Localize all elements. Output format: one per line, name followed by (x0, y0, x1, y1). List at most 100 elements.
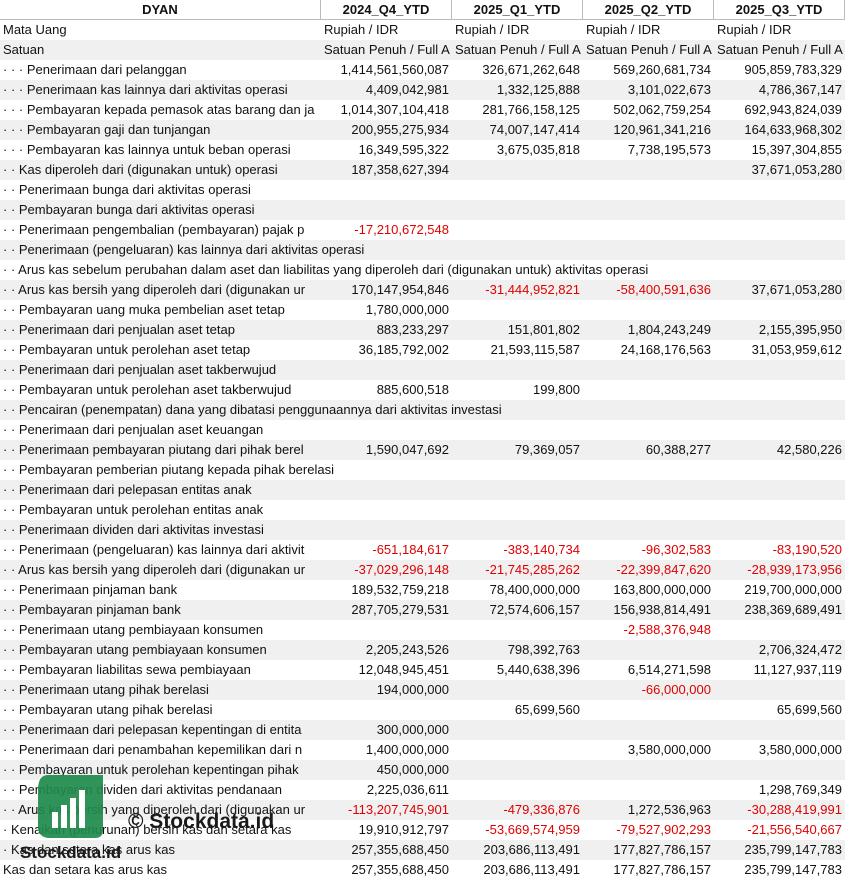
row-label: · · · Pembayaran kepada pemasok atas bar… (3, 102, 315, 117)
row-label: Satuan (3, 42, 45, 57)
row-label: · · Pembayaran uang muka pembelian aset … (3, 302, 285, 317)
value-cell: 1,804,243,249 (627, 322, 711, 337)
value-cell: -383,140,734 (503, 542, 580, 557)
value-cell: 1,272,536,963 (627, 802, 711, 817)
row-label: · · Pembayaran pinjaman bank (3, 602, 181, 617)
value-cell: 281,766,158,125 (482, 102, 580, 117)
value-cell: -66,000,000 (641, 682, 711, 697)
value-cell: -651,184,617 (372, 542, 449, 557)
value-cell: 1,400,000,000 (365, 742, 449, 757)
data-row: · · Penerimaan dividen dari aktivitas in… (0, 520, 845, 540)
sheet-title: DYAN (0, 0, 321, 20)
value-cell: -79,527,902,293 (616, 822, 711, 837)
data-row: · · Penerimaan dari penjualan aset tetap… (0, 320, 845, 340)
data-row: · · · Pembayaran kas lainnya untuk beban… (0, 140, 845, 160)
value-cell: -53,669,574,959 (485, 822, 580, 837)
meta-cell: Rupiah / IDR (324, 22, 399, 37)
row-label: · · Penerimaan (pengeluaran) kas lainnya… (3, 242, 365, 257)
row-label: · Kas dan setara kas arus kas (3, 842, 175, 857)
value-cell: -30,288,419,991 (747, 802, 842, 817)
row-label: · · Pembayaran untuk perolehan aset teta… (3, 342, 251, 357)
value-cell: 235,799,147,783 (744, 862, 842, 877)
value-cell: 78,400,000,000 (489, 582, 580, 597)
value-cell: 11,127,937,119 (753, 662, 842, 677)
value-cell: 883,233,297 (376, 322, 449, 337)
meta-row: Mata Uang Rupiah / IDR Rupiah / IDR Rupiah … (0, 20, 845, 40)
row-label: · · Penerimaan dari penjualan aset takbe… (3, 362, 277, 377)
data-row: · · Arus kas bersih yang diperoleh dari … (0, 560, 845, 580)
value-cell: 3,580,000,000 (627, 742, 711, 757)
value-cell: 65,699,560 (514, 702, 580, 717)
data-row: · · Penerimaan pengembalian (pembayaran)… (0, 220, 845, 240)
row-label: · · Arus kas bersih yang diperoleh dari … (3, 802, 306, 817)
row-label: · · · Penerimaan kas lainnya dari aktivi… (3, 82, 288, 97)
data-row: · · Pembayaran utang pembiayaan konsumen… (0, 640, 845, 660)
row-label: · · Kas diperoleh dari (digunakan untuk)… (3, 162, 278, 177)
data-row: · · Pembayaran bunga dari aktivitas oper… (0, 200, 845, 220)
data-row: · · Pembayaran dividen dari aktivitas pe… (0, 780, 845, 800)
row-label: Mata Uang (3, 22, 67, 37)
row-label: · · Penerimaan pengembalian (pembayaran)… (3, 222, 305, 237)
row-label: · · Penerimaan pembayaran piutang dari p… (3, 442, 304, 457)
data-row: · · · Pembayaran kepada pemasok atas bar… (0, 100, 845, 120)
data-row: · Kenaikan (penurunan) bersih kas dan se… (0, 820, 845, 840)
value-cell: 42,580,226 (776, 442, 842, 457)
row-label: · · Penerimaan dividen dari aktivitas in… (3, 522, 264, 537)
data-row: · · Pembayaran untuk perolehan aset teta… (0, 340, 845, 360)
value-cell: 156,938,814,491 (613, 602, 711, 617)
value-cell: 238,369,689,491 (744, 602, 842, 617)
row-label: · · Pembayaran liabilitas sewa pembiayaa… (3, 662, 251, 677)
value-cell: 60,388,277 (645, 442, 711, 457)
value-cell: 79,369,057 (514, 442, 580, 457)
meta-cell: Rupiah / IDR (455, 22, 530, 37)
value-cell: -479,336,876 (503, 802, 580, 817)
value-cell: 187,358,627,394 (351, 162, 449, 177)
value-cell: 189,532,759,218 (351, 582, 449, 597)
value-cell: 905,859,783,329 (744, 62, 842, 77)
value-cell: -31,444,952,821 (485, 282, 580, 297)
row-label: · · Pembayaran untuk perolehan kepenting… (3, 762, 299, 777)
value-cell: 287,705,279,531 (351, 602, 449, 617)
value-cell: -83,190,520 (772, 542, 842, 557)
meta-cell: Satuan Penuh / Full A (324, 42, 450, 57)
data-row: · · Penerimaan dari penjualan aset keuan… (0, 420, 845, 440)
value-cell: 4,786,367,147 (758, 82, 842, 97)
value-cell: 163,800,000,000 (613, 582, 711, 597)
column-header: 2025_Q3_YTD (714, 0, 845, 20)
value-cell: 24,168,176,563 (620, 342, 711, 357)
value-cell: 5,440,638,396 (496, 662, 580, 677)
value-cell: 36,185,792,002 (358, 342, 449, 357)
meta-cell: Satuan Penuh / Full A (455, 42, 581, 57)
value-cell: 502,062,759,254 (613, 102, 711, 117)
value-cell: 177,827,786,157 (613, 842, 711, 857)
column-header: 2025_Q2_YTD (583, 0, 714, 20)
row-label: Kas dan setara kas arus kas (3, 862, 168, 877)
data-row: · · Penerimaan pinjaman bank 189,532,759,… (0, 580, 845, 600)
value-cell: 19,910,912,797 (358, 822, 449, 837)
value-cell: -28,939,173,956 (747, 562, 842, 577)
value-cell: 12,048,945,451 (358, 662, 449, 677)
value-cell: 219,700,000,000 (744, 582, 842, 597)
value-cell: 199,800 (533, 382, 580, 397)
value-cell: 37,671,053,280 (751, 162, 842, 177)
value-cell: 3,675,035,818 (496, 142, 580, 157)
value-cell: 4,409,042,981 (365, 82, 449, 97)
data-row: · · · Pembayaran gaji dan tunjangan 200,9… (0, 120, 845, 140)
value-cell: 3,580,000,000 (758, 742, 842, 757)
value-cell: 450,000,000 (376, 762, 449, 777)
row-label: · · Penerimaan pinjaman bank (3, 582, 178, 597)
data-row: · · Pembayaran untuk perolehan kepenting… (0, 760, 845, 780)
value-cell: 6,514,271,598 (627, 662, 711, 677)
data-row: · · · Penerimaan kas lainnya dari aktivi… (0, 80, 845, 100)
row-label: · · Pembayaran utang pihak berelasi (3, 702, 213, 717)
value-cell: -113,207,745,901 (348, 802, 449, 817)
value-cell: 1,298,769,349 (758, 782, 842, 797)
value-cell: 7,738,195,573 (627, 142, 711, 157)
value-cell: 200,955,275,934 (351, 122, 449, 137)
value-cell: 326,671,262,648 (482, 62, 580, 77)
value-cell: 74,007,147,414 (489, 122, 580, 137)
value-cell: -21,556,540,667 (747, 822, 842, 837)
row-label: · · Pembayaran utang pembiayaan konsumen (3, 642, 267, 657)
meta-cell: Rupiah / IDR (586, 22, 661, 37)
row-label: · · Penerimaan bunga dari aktivitas oper… (3, 182, 251, 197)
